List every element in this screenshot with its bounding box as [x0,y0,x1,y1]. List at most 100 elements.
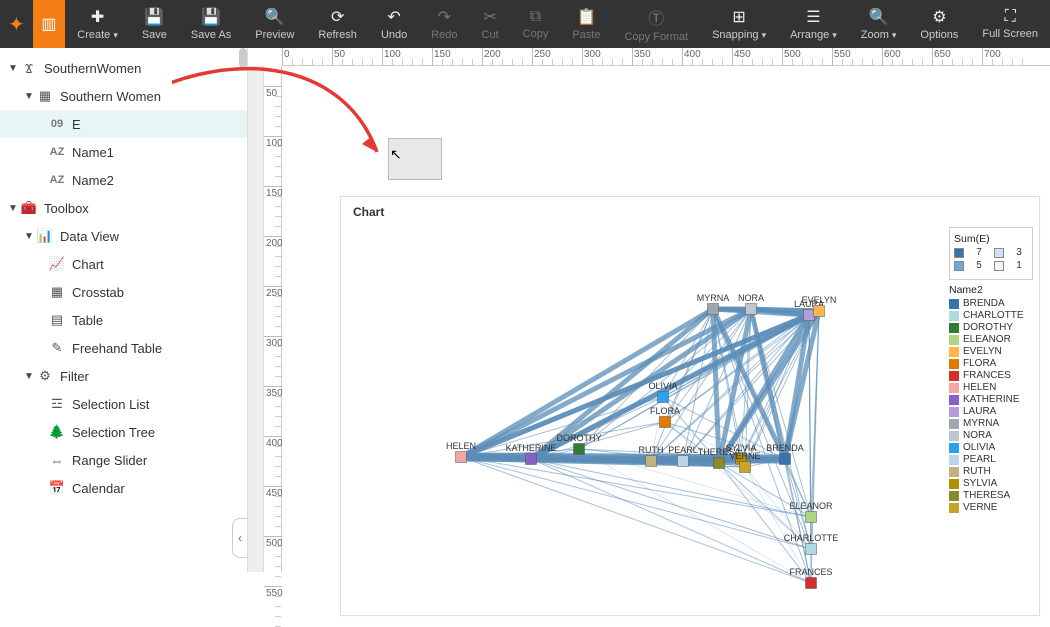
legend-label: NORA [963,430,992,441]
node-flora[interactable] [660,417,671,428]
legend-item-dorothy[interactable]: DOROTHY [949,322,1033,333]
item-icon: ▦ [48,284,66,300]
legend-item-flora[interactable]: FLORA [949,358,1033,369]
refresh-button[interactable]: ⟳Refresh [306,0,369,48]
copy-button[interactable]: ⧉Copy [511,0,561,48]
node-charlotte[interactable] [806,544,817,555]
node-label: EVELYN [802,295,837,305]
legend-swatch [949,335,959,345]
item-label: Table [72,313,103,328]
save-button[interactable]: 💾Save [130,0,179,48]
legend-swatch [949,371,959,381]
vertical-gutter [248,66,264,572]
design-canvas[interactable]: ↖ Chart HELENKATHERINEDOROTHYRUTHPEARLTH… [282,66,1050,572]
zoom-button[interactable]: 🔍Zoom [849,0,909,48]
node-helen[interactable] [456,452,467,463]
legend-label: RUTH [963,466,991,477]
chart-panel[interactable]: Chart HELENKATHERINEDOROTHYRUTHPEARLTHER… [340,196,1040,616]
tree-field-e[interactable]: 09E [0,110,247,138]
legend-item-evelyn[interactable]: EVELYN [949,346,1033,357]
legend-label: KATHERINE [963,394,1020,405]
legend-label: OLIVIA [963,442,995,453]
node-eleanor[interactable] [806,512,817,523]
legend-item-eleanor[interactable]: ELEANOR [949,334,1033,345]
node-dorothy[interactable] [574,444,585,455]
legend-swatch [949,359,959,369]
node-verne[interactable] [740,462,751,473]
node-label: KATHERINE [506,443,557,453]
legend-label: EVELYN [963,346,1002,357]
node-label: FLORA [650,406,680,416]
legend-item-frances[interactable]: FRANCES [949,370,1033,381]
tree-item-selection-list[interactable]: ☲Selection List [0,390,247,418]
tree-item-chart[interactable]: 📈Chart [0,250,247,278]
redo-button[interactable]: ↷Redo [419,0,469,48]
legend-item-olivia[interactable]: OLIVIA [949,442,1033,453]
item-icon: ☲ [48,396,66,412]
node-label: MYRNA [697,293,730,303]
copy-format-button[interactable]: ⓉCopy Format [612,0,700,48]
legend-item-nora[interactable]: NORA [949,430,1033,441]
snapping-button[interactable]: ⊞Snapping [700,0,778,48]
node-ruth[interactable] [646,456,657,467]
tree-item-table[interactable]: ▤Table [0,306,247,334]
legend-label: CHARLOTTE [963,310,1024,321]
mode-active-icon[interactable]: ▥ [33,0,66,48]
legend-value: 7 [976,247,988,258]
legend-item-sylvia[interactable]: SYLVIA [949,478,1033,489]
sidebar-scrollbar[interactable] [239,48,247,68]
node-brenda[interactable] [780,454,791,465]
legend-item-verne[interactable]: VERNE [949,502,1033,513]
legend-item-charlotte[interactable]: CHARLOTTE [949,310,1033,321]
options-button[interactable]: ⚙Options [908,0,970,48]
tree-item-calendar[interactable]: 📅Calendar [0,474,247,502]
paste-button[interactable]: 📋Paste [560,0,612,48]
node-pearl[interactable] [678,456,689,467]
legend-swatch [949,503,959,513]
legend-label: VERNE [963,502,997,513]
node-label: DOROTHY [557,433,602,443]
fullscreen-button[interactable]: ⛶Full Screen [970,0,1050,48]
legend-item-katherine[interactable]: KATHERINE [949,394,1033,405]
cut-button[interactable]: ✂Cut [470,0,511,48]
tree-item-freehand-table[interactable]: ✎Freehand Table [0,334,247,362]
arrange-button[interactable]: ☰Arrange [778,0,849,48]
legend-item-helen[interactable]: HELEN [949,382,1033,393]
tree-field-name2[interactable]: AZName2 [0,166,247,194]
legend-item-laura[interactable]: LAURA [949,406,1033,417]
tree-root[interactable]: ϪSouthernWomen [0,54,247,82]
undo-button[interactable]: ↶Undo [369,0,419,48]
node-label: RUTH [639,445,664,455]
legend-item-myrna[interactable]: MYRNA [949,418,1033,429]
legend-item-brenda[interactable]: BRENDA [949,298,1033,309]
tree-item-crosstab[interactable]: ▦ Crosstab [0,278,247,306]
table-icon: ▦ [36,88,54,104]
save-as-button[interactable]: 💾Save As [179,0,243,48]
sidebar-collapse-button[interactable]: ‹ [232,518,248,558]
tree-filter[interactable]: ⚙Filter [0,362,247,390]
create-button[interactable]: ✚Create [65,0,130,48]
legend-item-theresa[interactable]: THERESA [949,490,1033,501]
tree-field-name1[interactable]: AZName1 [0,138,247,166]
legend-swatch [949,431,959,441]
tree-dataview[interactable]: 📊Data View [0,222,247,250]
item-label: Crosstab [72,285,124,300]
tree-dataset[interactable]: ▦Southern Women [0,82,247,110]
node-evelyn[interactable] [814,306,825,317]
node-katherine[interactable] [526,454,537,465]
legend-item-pearl[interactable]: PEARL [949,454,1033,465]
legend-item-ruth[interactable]: RUTH [949,466,1033,477]
tree-toolbox[interactable]: 🧰Toolbox [0,194,247,222]
node-myrna[interactable] [708,304,719,315]
tree-item-range-slider[interactable]: ⇔Range Slider [0,446,247,474]
node-theresa[interactable] [714,458,725,469]
app-logo-icon: ✦ [0,0,33,48]
preview-button[interactable]: 🔍Preview [243,0,306,48]
node-laura[interactable] [804,310,815,321]
tree-item-selection-tree[interactable]: 🌲Selection Tree [0,418,247,446]
node-frances[interactable] [806,578,817,589]
node-olivia[interactable] [658,392,669,403]
main-toolbar: ✦ ▥ ✚Create 💾Save 💾Save As 🔍Preview ⟳Ref… [0,0,1050,48]
node-nora[interactable] [746,304,757,315]
field-label: Name1 [72,145,114,160]
